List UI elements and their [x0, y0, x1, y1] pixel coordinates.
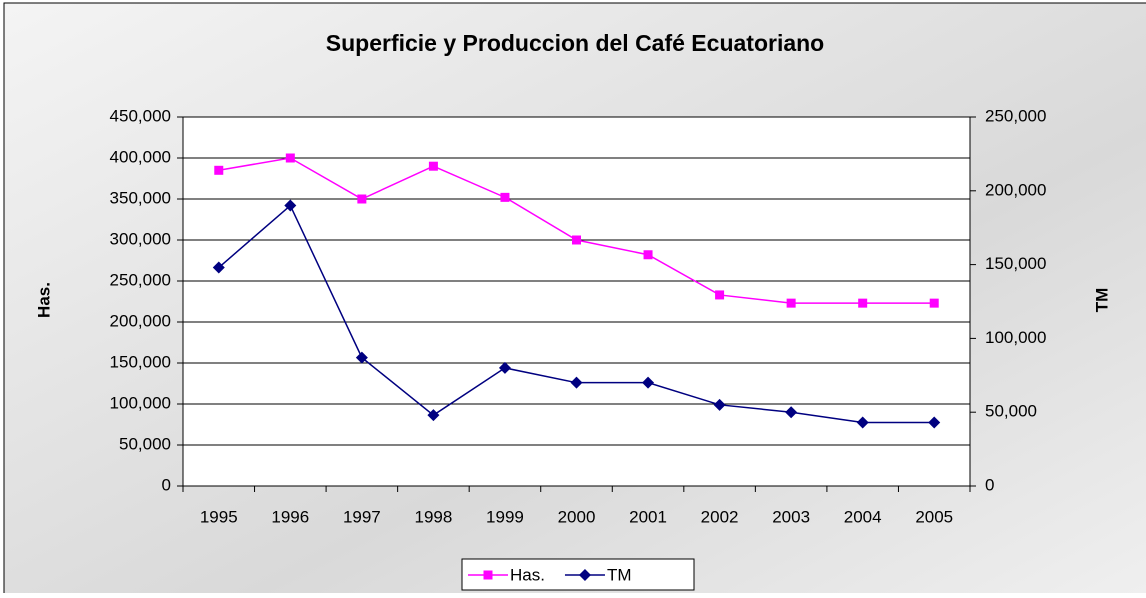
- point: [715, 290, 725, 300]
- point: [786, 298, 796, 308]
- y-tick-label: 450,000: [110, 106, 171, 125]
- y-tick-label: 100,000: [110, 393, 171, 412]
- point: [214, 165, 224, 175]
- y2-tick-label: 200,000: [985, 180, 1046, 199]
- point: [929, 298, 939, 308]
- x-tick-label: 2003: [772, 507, 810, 526]
- y2-tick-label: 50,000: [985, 402, 1037, 421]
- y-tick-label: 300,000: [110, 229, 171, 248]
- x-tick-label: 2000: [558, 507, 596, 526]
- point: [856, 416, 869, 429]
- point: [785, 406, 798, 419]
- legend-label: Has.: [510, 565, 545, 584]
- chart-title: Superficie y Produccion del Café Ecuator…: [326, 30, 824, 56]
- x-tick-label: 1999: [486, 507, 524, 526]
- x-tick-label: 1995: [200, 507, 238, 526]
- point: [570, 376, 583, 389]
- point: [572, 235, 581, 245]
- x-tick-label: 2001: [629, 507, 667, 526]
- x-tick-label: 2004: [844, 507, 882, 526]
- y-axis-label: Has.: [34, 282, 53, 318]
- x-tick-label: 1998: [414, 507, 452, 526]
- point: [284, 199, 297, 212]
- point: [643, 250, 653, 260]
- y-tick-label: 50,000: [119, 434, 171, 453]
- y2-tick-label: 150,000: [985, 254, 1046, 273]
- point: [357, 194, 367, 204]
- point: [928, 416, 941, 429]
- x-tick-label: 2002: [701, 507, 739, 526]
- y-tick-label: 200,000: [110, 311, 171, 330]
- y2-axis-label: TM: [1092, 288, 1111, 313]
- point: [858, 298, 868, 308]
- point: [713, 398, 726, 411]
- point: [642, 376, 655, 389]
- y-tick-label: 0: [162, 475, 171, 494]
- point: [428, 161, 438, 171]
- y-tick-label: 400,000: [110, 147, 171, 166]
- point: [285, 153, 295, 163]
- point: [212, 261, 225, 274]
- point: [355, 351, 368, 364]
- x-tick-label: 1997: [343, 507, 381, 526]
- legend-label: TM: [607, 565, 632, 584]
- y-tick-label: 350,000: [110, 188, 171, 207]
- x-tick-label: 1996: [271, 507, 309, 526]
- y2-tick-label: 250,000: [985, 106, 1046, 125]
- plot-area: [183, 117, 970, 486]
- y2-tick-label: 100,000: [985, 328, 1046, 347]
- y-tick-label: 150,000: [110, 352, 171, 371]
- y-tick-label: 250,000: [110, 270, 171, 289]
- legend-marker: [483, 570, 493, 580]
- legend-marker: [578, 569, 591, 581]
- point: [498, 361, 511, 374]
- point: [427, 409, 440, 422]
- y2-tick-label: 0: [985, 475, 994, 494]
- point: [500, 192, 510, 202]
- x-tick-label: 2005: [915, 507, 953, 526]
